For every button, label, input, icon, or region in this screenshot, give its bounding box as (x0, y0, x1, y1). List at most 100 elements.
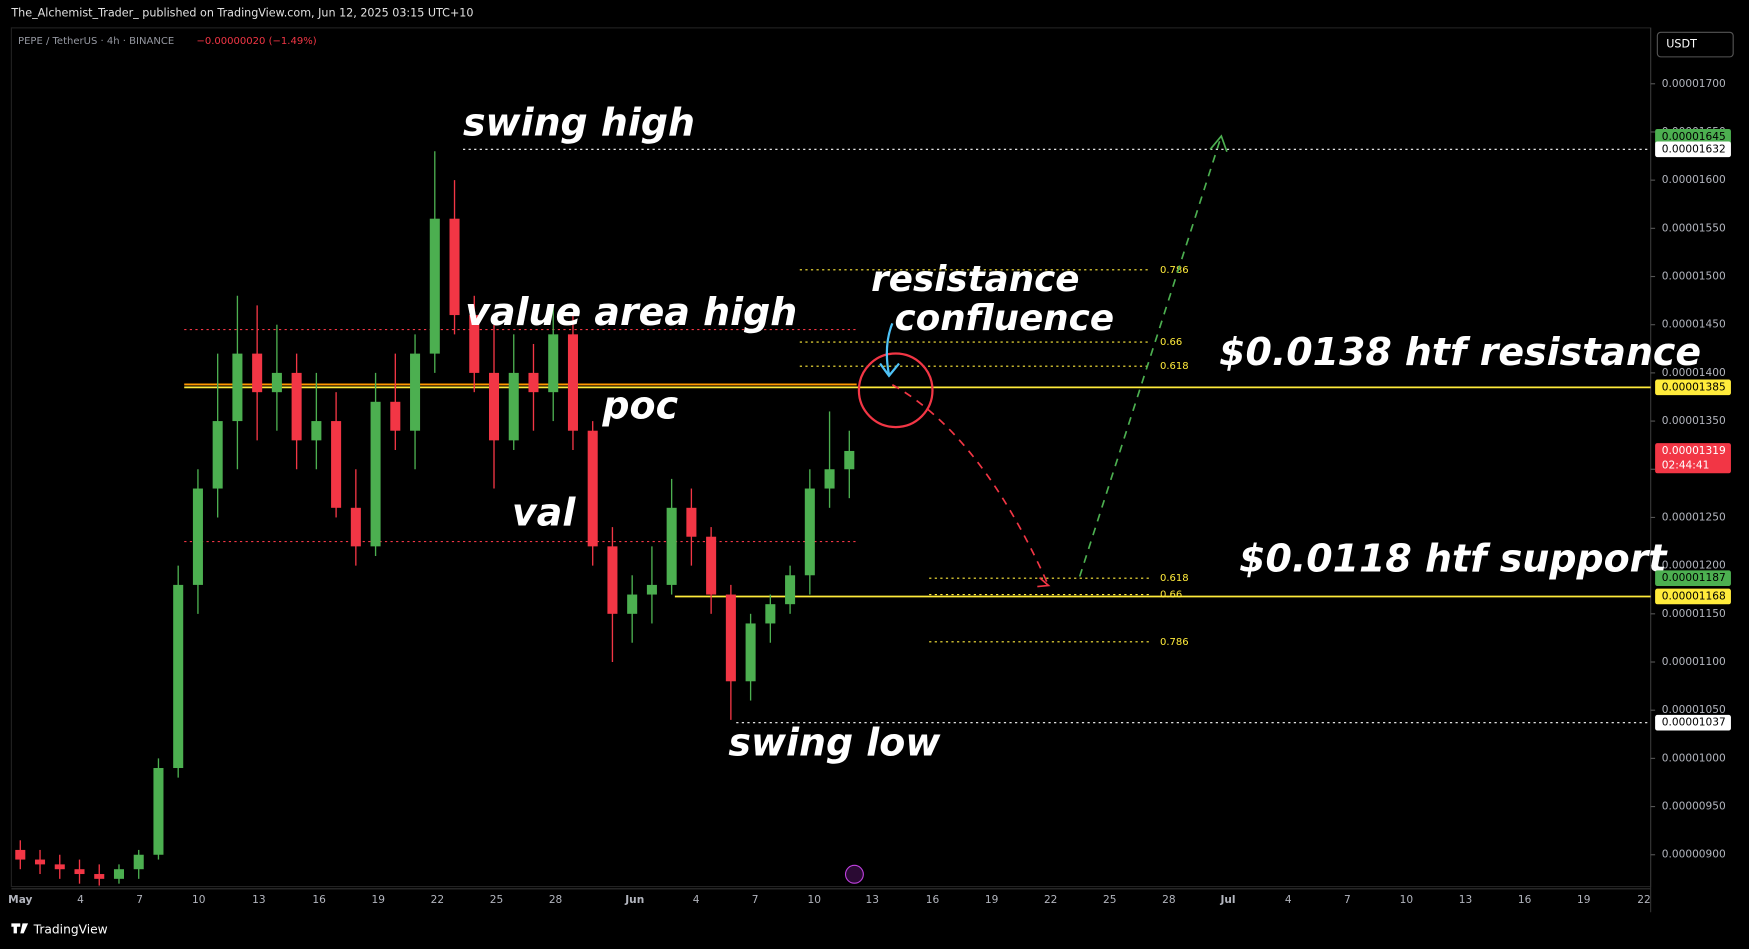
price-label: 0.00001168 (1655, 588, 1731, 605)
candle-body (291, 372, 302, 441)
price-label-text: 0.00001632 (1662, 143, 1726, 155)
candle-body (212, 421, 223, 489)
candle-body (429, 218, 440, 354)
candle-body (94, 874, 105, 879)
y-tick-label: 0.00001000 (1662, 752, 1726, 764)
x-tick-label: 16 (1518, 894, 1532, 906)
confluence-circle (857, 352, 934, 429)
y-tick-label: 0.00001600 (1662, 174, 1726, 186)
x-tick-label: 28 (1162, 894, 1175, 906)
x-tick-label: Jul (1219, 894, 1235, 906)
event-icon[interactable] (844, 864, 864, 884)
annotation: $0.0138 htf resistance (1219, 330, 1701, 374)
annotation: confluence (895, 298, 1114, 339)
candle-body (35, 859, 46, 865)
y-tick-label: 0.00000950 (1662, 801, 1726, 813)
x-tick-label: 13 (252, 894, 265, 906)
candle-body (508, 372, 519, 441)
y-tick-label: 0.00001350 (1662, 415, 1726, 427)
y-tick-label: 0.00001450 (1662, 319, 1726, 331)
candle-body (844, 450, 855, 470)
price-label: 0.00001385 (1655, 379, 1731, 396)
x-tick-label: 16 (312, 894, 326, 906)
change-legend: −0.00000020 (−1.49%) (196, 36, 316, 47)
candle-body (410, 353, 421, 431)
price-label: 0.00001319 02:44:41 (1655, 443, 1731, 474)
candle-body (804, 488, 815, 576)
symbol-legend: PEPE / TetherUS · 4h · BINANCE (18, 36, 174, 47)
x-tick-label: Jun (624, 894, 644, 906)
y-tick-label: 0.00001400 (1662, 367, 1726, 379)
x-tick-label: 13 (866, 894, 879, 906)
candle-body (745, 623, 756, 682)
candle-body (390, 401, 401, 431)
candle-body (133, 854, 144, 870)
candle-body (232, 353, 243, 422)
annotation: swing high (463, 100, 695, 144)
price-label-box (1655, 443, 1731, 474)
y-tick-label: 0.00000900 (1662, 849, 1726, 861)
price-label-box (1655, 141, 1731, 158)
price-label: 0.00001645 (1655, 128, 1731, 145)
x-tick-label: 10 (192, 894, 206, 906)
brand: TradingView (33, 923, 108, 937)
x-tick-label: 28 (549, 894, 562, 906)
annotation: value area high (465, 290, 797, 334)
x-tick-label: 13 (1459, 894, 1472, 906)
x-tick-label: 25 (1103, 894, 1116, 906)
x-tick-label: 7 (136, 894, 143, 906)
candle-body (528, 372, 539, 393)
x-tick-label: 19 (985, 894, 998, 906)
candle-body (488, 372, 500, 441)
candle-body (113, 869, 124, 879)
fib-label: 0.66 (1160, 337, 1182, 348)
candle-body (627, 594, 638, 614)
y-tick-label: 0.00001050 (1662, 704, 1726, 716)
publisher-line: The_Alchemist_Trader_ published on Tradi… (10, 6, 473, 19)
price-label: 0.00001187 (1655, 570, 1731, 586)
fib-label: 0.66 (1160, 590, 1182, 601)
x-tick-label: May (8, 894, 32, 906)
x-tick-label: 16 (926, 894, 940, 906)
price-label-text: 0.00001645 (1662, 131, 1726, 143)
candle-body (173, 584, 184, 769)
annotation: val (512, 491, 576, 535)
x-tick-label: 22 (1044, 894, 1057, 906)
candle-body (370, 401, 381, 547)
x-tick-label: 25 (490, 894, 503, 906)
candle-body (646, 584, 657, 595)
candle-body (607, 546, 618, 614)
fib-label: 0.618 (1160, 573, 1189, 584)
y-tick-label: 0.00001200 (1662, 560, 1726, 572)
annotation: resistance (871, 259, 1079, 300)
price-label-box (1655, 128, 1731, 145)
currency-box[interactable] (1656, 31, 1734, 58)
candle-body (54, 864, 65, 870)
price-label-text: 0.00001037 (1662, 717, 1726, 729)
fib-label: 0.786 (1160, 265, 1189, 276)
candle-body (252, 353, 263, 393)
x-tick-label: 7 (752, 894, 759, 906)
bearish-projection (891, 384, 1050, 586)
candle-body (666, 507, 677, 585)
candle-body (449, 218, 460, 316)
candle-body (785, 575, 796, 605)
x-tick-label: 4 (77, 894, 84, 906)
plot-area (10, 27, 1652, 888)
price-label-text: 0.00001385 (1662, 381, 1726, 393)
bullish-projection (1078, 135, 1223, 577)
price-label-box (1655, 588, 1731, 605)
price-label: 0.00001632 (1655, 141, 1731, 158)
y-tick-label: 0.00001500 (1662, 271, 1726, 283)
y-tick-label: 0.00001250 (1662, 511, 1726, 523)
candle-body (686, 507, 697, 537)
projection-arrowhead (1209, 134, 1228, 152)
price-label-box (1655, 714, 1731, 731)
x-tick-label: 22 (1637, 894, 1650, 906)
candle-body (706, 536, 717, 595)
countdown: 02:44:41 (1662, 459, 1710, 471)
candle-body (765, 604, 776, 624)
